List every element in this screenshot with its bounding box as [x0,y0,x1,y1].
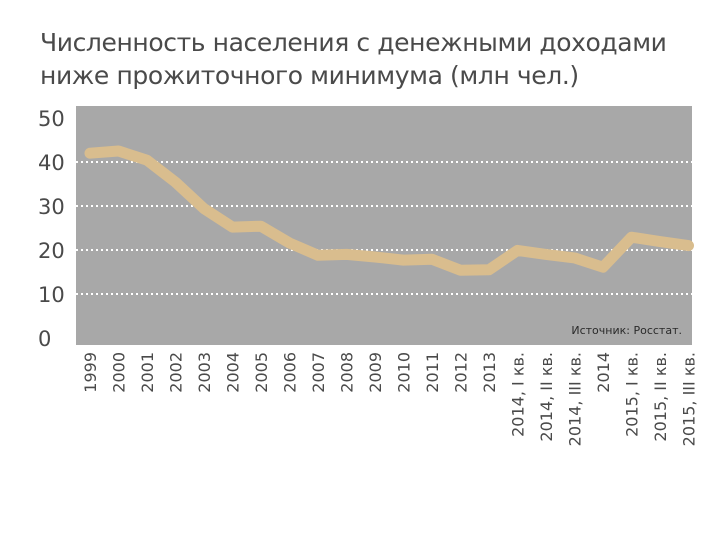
x-tick-label: 2003 [195,352,214,393]
y-tick-label: 20 [38,239,65,263]
source-note: Источник: Росстат. [571,324,682,337]
x-tick-label: 2010 [395,352,414,393]
x-tick-label: 2008 [338,352,357,393]
x-tick-label: 2011 [423,352,442,393]
x-tick-label: 2009 [366,352,385,393]
x-axis: 1999 2000 2001 2002 2003 2004 2005 2006 2007 2008… [81,352,699,446]
x-tick-label: 2007 [309,352,328,393]
x-tick-label: 2014, I кв. [509,352,528,437]
x-tick-label: 2001 [138,352,157,393]
chart-title-line-2: ниже прожиточного минимума (млн чел.) [40,61,579,90]
x-tick-label: 2014 [594,352,613,393]
y-tick-label: 30 [38,195,65,219]
x-tick-label: 2004 [224,352,243,393]
x-tick-label: 2015, I кв. [623,352,642,437]
y-tick-label: 0 [38,327,51,351]
y-tick-label: 50 [38,107,65,131]
x-tick-label: 2015, II кв. [651,352,670,442]
chart-title-line-1: Численность населения с денежными дохода… [40,28,667,57]
chart-title: Численность населения с денежными дохода… [40,26,700,92]
x-tick-label: 2002 [167,352,186,393]
series-line [84,145,694,276]
x-tick-label: 2005 [252,352,271,393]
x-tick-label: 2006 [281,352,300,393]
y-tick-label: 10 [38,283,65,307]
x-tick-label: 2014, II кв. [537,352,556,442]
y-axis: 50 40 30 20 10 0 [38,107,65,351]
x-tick-label: 2014, III кв. [566,352,585,446]
plot-area [76,106,692,345]
x-tick-label: 2015, III кв. [680,352,699,446]
x-tick-label: 2013 [480,352,499,393]
x-tick-label: 2012 [452,352,471,393]
y-tick-label: 40 [38,151,65,175]
x-tick-label: 1999 [81,352,100,393]
x-tick-label: 2000 [110,352,129,393]
